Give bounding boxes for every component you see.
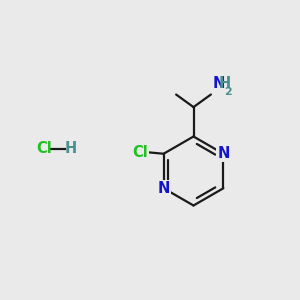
Text: N: N xyxy=(158,181,170,196)
Text: H: H xyxy=(218,76,231,92)
Text: H: H xyxy=(64,141,76,156)
Text: Cl: Cl xyxy=(36,141,52,156)
Text: 2: 2 xyxy=(224,87,232,97)
Text: Cl: Cl xyxy=(133,145,148,160)
Text: N: N xyxy=(217,146,230,161)
Text: N: N xyxy=(212,76,225,92)
